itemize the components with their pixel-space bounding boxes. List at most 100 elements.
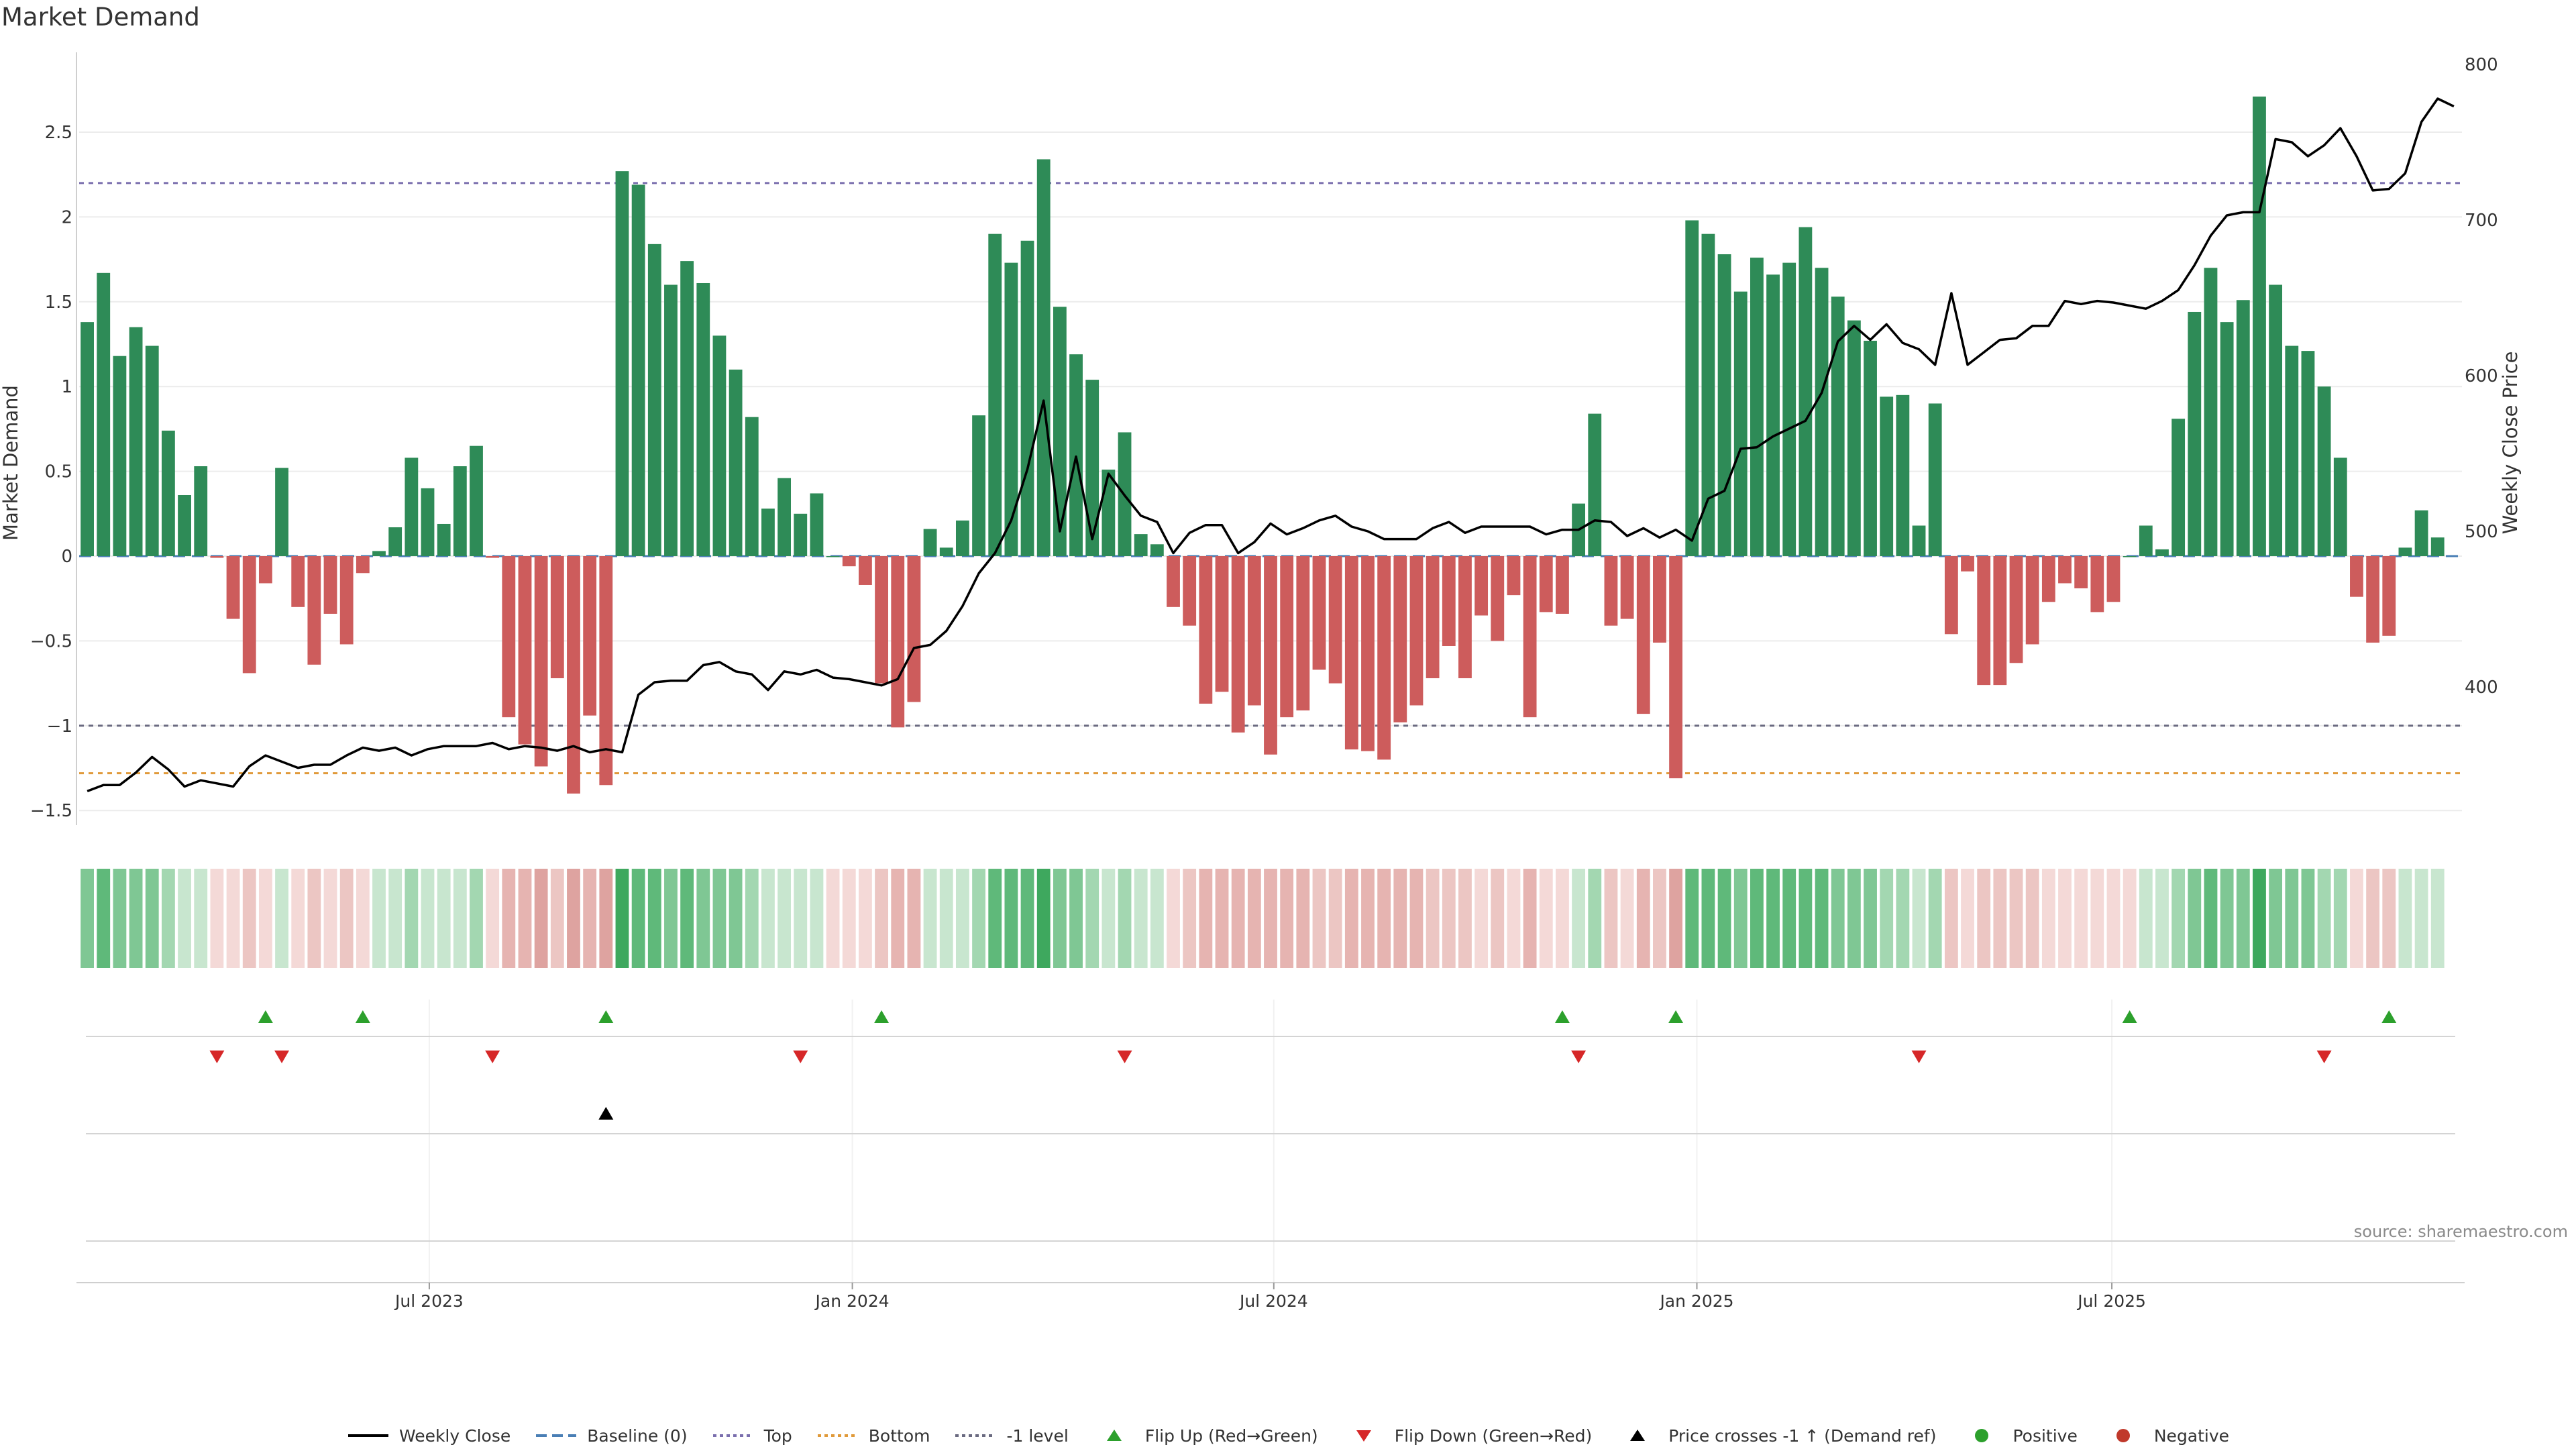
regime-cell	[1864, 869, 1877, 968]
regime-cell	[405, 869, 419, 968]
demand-bar	[1458, 556, 1472, 679]
y-tick-label: 2	[61, 207, 72, 227]
demand-bar	[1264, 556, 1277, 755]
regime-cell	[1426, 869, 1440, 968]
demand-bar	[437, 523, 451, 556]
regime-cell	[1199, 869, 1213, 968]
demand-bar	[2430, 537, 2445, 556]
regime-cell	[696, 869, 710, 968]
demand-bar	[129, 327, 143, 556]
regime-cell	[988, 869, 1002, 968]
regime-cell	[1685, 869, 1699, 968]
demand-bar	[1701, 233, 1715, 556]
regime-cell	[291, 869, 305, 968]
regime-cell	[356, 869, 370, 968]
regime-cell	[599, 869, 613, 968]
demand-bar	[599, 556, 613, 786]
legend-item-cross: Price crosses -1 ↑ (Demand ref)	[1616, 1426, 1936, 1446]
regime-strip	[80, 869, 2445, 968]
regime-cell	[907, 869, 921, 968]
regime-cell	[1782, 869, 1796, 968]
flip-down-marker	[1571, 1051, 1587, 1063]
demand-bar	[1377, 556, 1391, 760]
y-tick-label: −1.5	[30, 801, 72, 821]
demand-bar	[2220, 322, 2234, 556]
y-tick-label: 2.5	[45, 123, 72, 143]
regime-cell	[2430, 869, 2445, 968]
demand-bar	[226, 556, 240, 619]
y-axis-label-right: Weekly Close Price	[2499, 352, 2522, 535]
demand-bar	[2025, 556, 2039, 645]
legend-item-top: Top	[712, 1426, 792, 1446]
regime-cell	[1296, 869, 1310, 968]
regime-cell	[567, 869, 580, 968]
regime-cell	[1069, 869, 1083, 968]
regime-cell	[1523, 869, 1537, 968]
regime-cell	[178, 869, 191, 968]
price-cross-marker	[598, 1107, 614, 1120]
demand-bar	[826, 556, 840, 557]
flip-up-marker	[1668, 1010, 1684, 1023]
demand-bar	[1912, 525, 1926, 556]
demand-bar	[323, 556, 337, 614]
regime-cell	[729, 869, 743, 968]
demand-bar	[1750, 258, 1764, 556]
flip-down-marker	[1117, 1051, 1132, 1063]
regime-cell	[826, 869, 840, 968]
regime-cell	[1004, 869, 1018, 968]
demand-bar	[1199, 556, 1213, 704]
x-tick-label: Jul 2025	[2076, 1291, 2146, 1311]
regime-cell	[1993, 869, 2007, 968]
regime-cell	[161, 869, 175, 968]
regime-cell	[323, 869, 337, 968]
regime-cell	[1831, 869, 1845, 968]
regime-cell	[859, 869, 872, 968]
regime-cell	[1409, 869, 1424, 968]
demand-bar	[2106, 556, 2121, 602]
demand-bar	[583, 556, 597, 716]
legend-symbol	[712, 1428, 755, 1444]
regime-cell	[631, 869, 645, 968]
demand-bar	[2285, 345, 2299, 556]
chart-title: Market Demand	[1, 3, 200, 32]
left-y-axis: −1.5 −1 −0.5 0 0.5 1 1.5 2 2.5	[30, 52, 77, 825]
regime-cell	[1134, 869, 1148, 968]
demand-bar	[1669, 556, 1682, 779]
regime-cell	[2009, 869, 2023, 968]
regime-cell	[129, 869, 143, 968]
regime-cell	[502, 869, 516, 968]
regime-cell	[955, 869, 969, 968]
y2-tick-label: 600	[2465, 366, 2498, 386]
demand-bar	[1799, 227, 1813, 556]
demand-bar	[1896, 394, 1910, 556]
demand-bar	[1215, 556, 1229, 692]
demand-bar	[1474, 556, 1489, 616]
regime-cell	[275, 869, 288, 968]
regime-cell	[97, 869, 111, 968]
regime-cell	[1539, 869, 1553, 968]
flip-down-marker	[274, 1051, 290, 1063]
demand-bar	[1539, 556, 1553, 612]
regime-cell	[1896, 869, 1910, 968]
flip-down-marker	[1911, 1051, 1927, 1063]
demand-bar	[2350, 556, 2363, 597]
demand-bar	[842, 556, 856, 567]
demand-bar	[113, 356, 127, 556]
demand-bar	[1847, 320, 1861, 556]
demand-bar	[2009, 556, 2023, 663]
demand-bar	[859, 556, 872, 585]
demand-bar	[1231, 556, 1245, 733]
regime-cell	[421, 869, 435, 968]
demand-bar	[680, 261, 694, 556]
demand-bar	[2398, 547, 2412, 556]
demand-bar	[534, 556, 548, 767]
regime-cell	[1604, 869, 1618, 968]
right-y-axis: 400 500 600 700 800	[2465, 55, 2498, 698]
regime-cell	[2333, 869, 2347, 968]
regime-cell	[1636, 869, 1650, 968]
legend-symbol	[535, 1428, 578, 1444]
demand-bar	[777, 478, 792, 556]
legend-label: Bottom	[868, 1426, 930, 1446]
demand-bar	[1766, 274, 1780, 556]
